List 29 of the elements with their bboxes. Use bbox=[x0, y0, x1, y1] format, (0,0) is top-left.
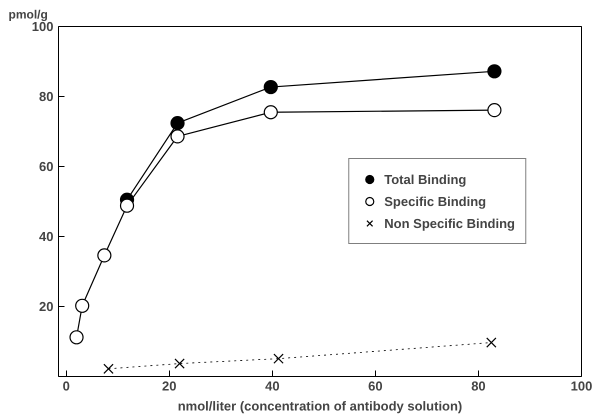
point bbox=[75, 298, 90, 313]
x-tick-label: 80 bbox=[471, 378, 486, 394]
y-tick-label: 60 bbox=[39, 159, 54, 174]
point bbox=[264, 80, 278, 94]
y-tick-label: 40 bbox=[39, 229, 54, 244]
point bbox=[264, 105, 278, 120]
y-axis-title: pmol/g bbox=[8, 8, 48, 22]
point bbox=[120, 198, 134, 213]
x-tick-label: 20 bbox=[162, 378, 177, 394]
point bbox=[486, 337, 497, 348]
y-tick-label: 80 bbox=[39, 89, 54, 104]
legend-label: Specific Binding bbox=[384, 194, 486, 208]
x-tick-label: 100 bbox=[570, 378, 592, 394]
point bbox=[97, 248, 112, 262]
legend-label: Non Specific Binding bbox=[384, 216, 515, 230]
point bbox=[487, 103, 502, 118]
legend-label: Total Binding bbox=[384, 172, 466, 186]
point bbox=[174, 358, 185, 369]
x-tick-label: 60 bbox=[368, 378, 383, 394]
y-tick-label: 20 bbox=[39, 299, 54, 314]
point bbox=[170, 129, 185, 144]
point bbox=[69, 330, 84, 344]
point bbox=[170, 116, 185, 130]
point bbox=[273, 353, 284, 364]
point bbox=[487, 64, 502, 78]
point bbox=[103, 364, 114, 374]
x-tick-label: 40 bbox=[265, 378, 280, 394]
x-tick-label: 0 bbox=[62, 378, 70, 394]
x-axis-title: nmol/liter (concentration of antibody solution) bbox=[178, 398, 462, 414]
